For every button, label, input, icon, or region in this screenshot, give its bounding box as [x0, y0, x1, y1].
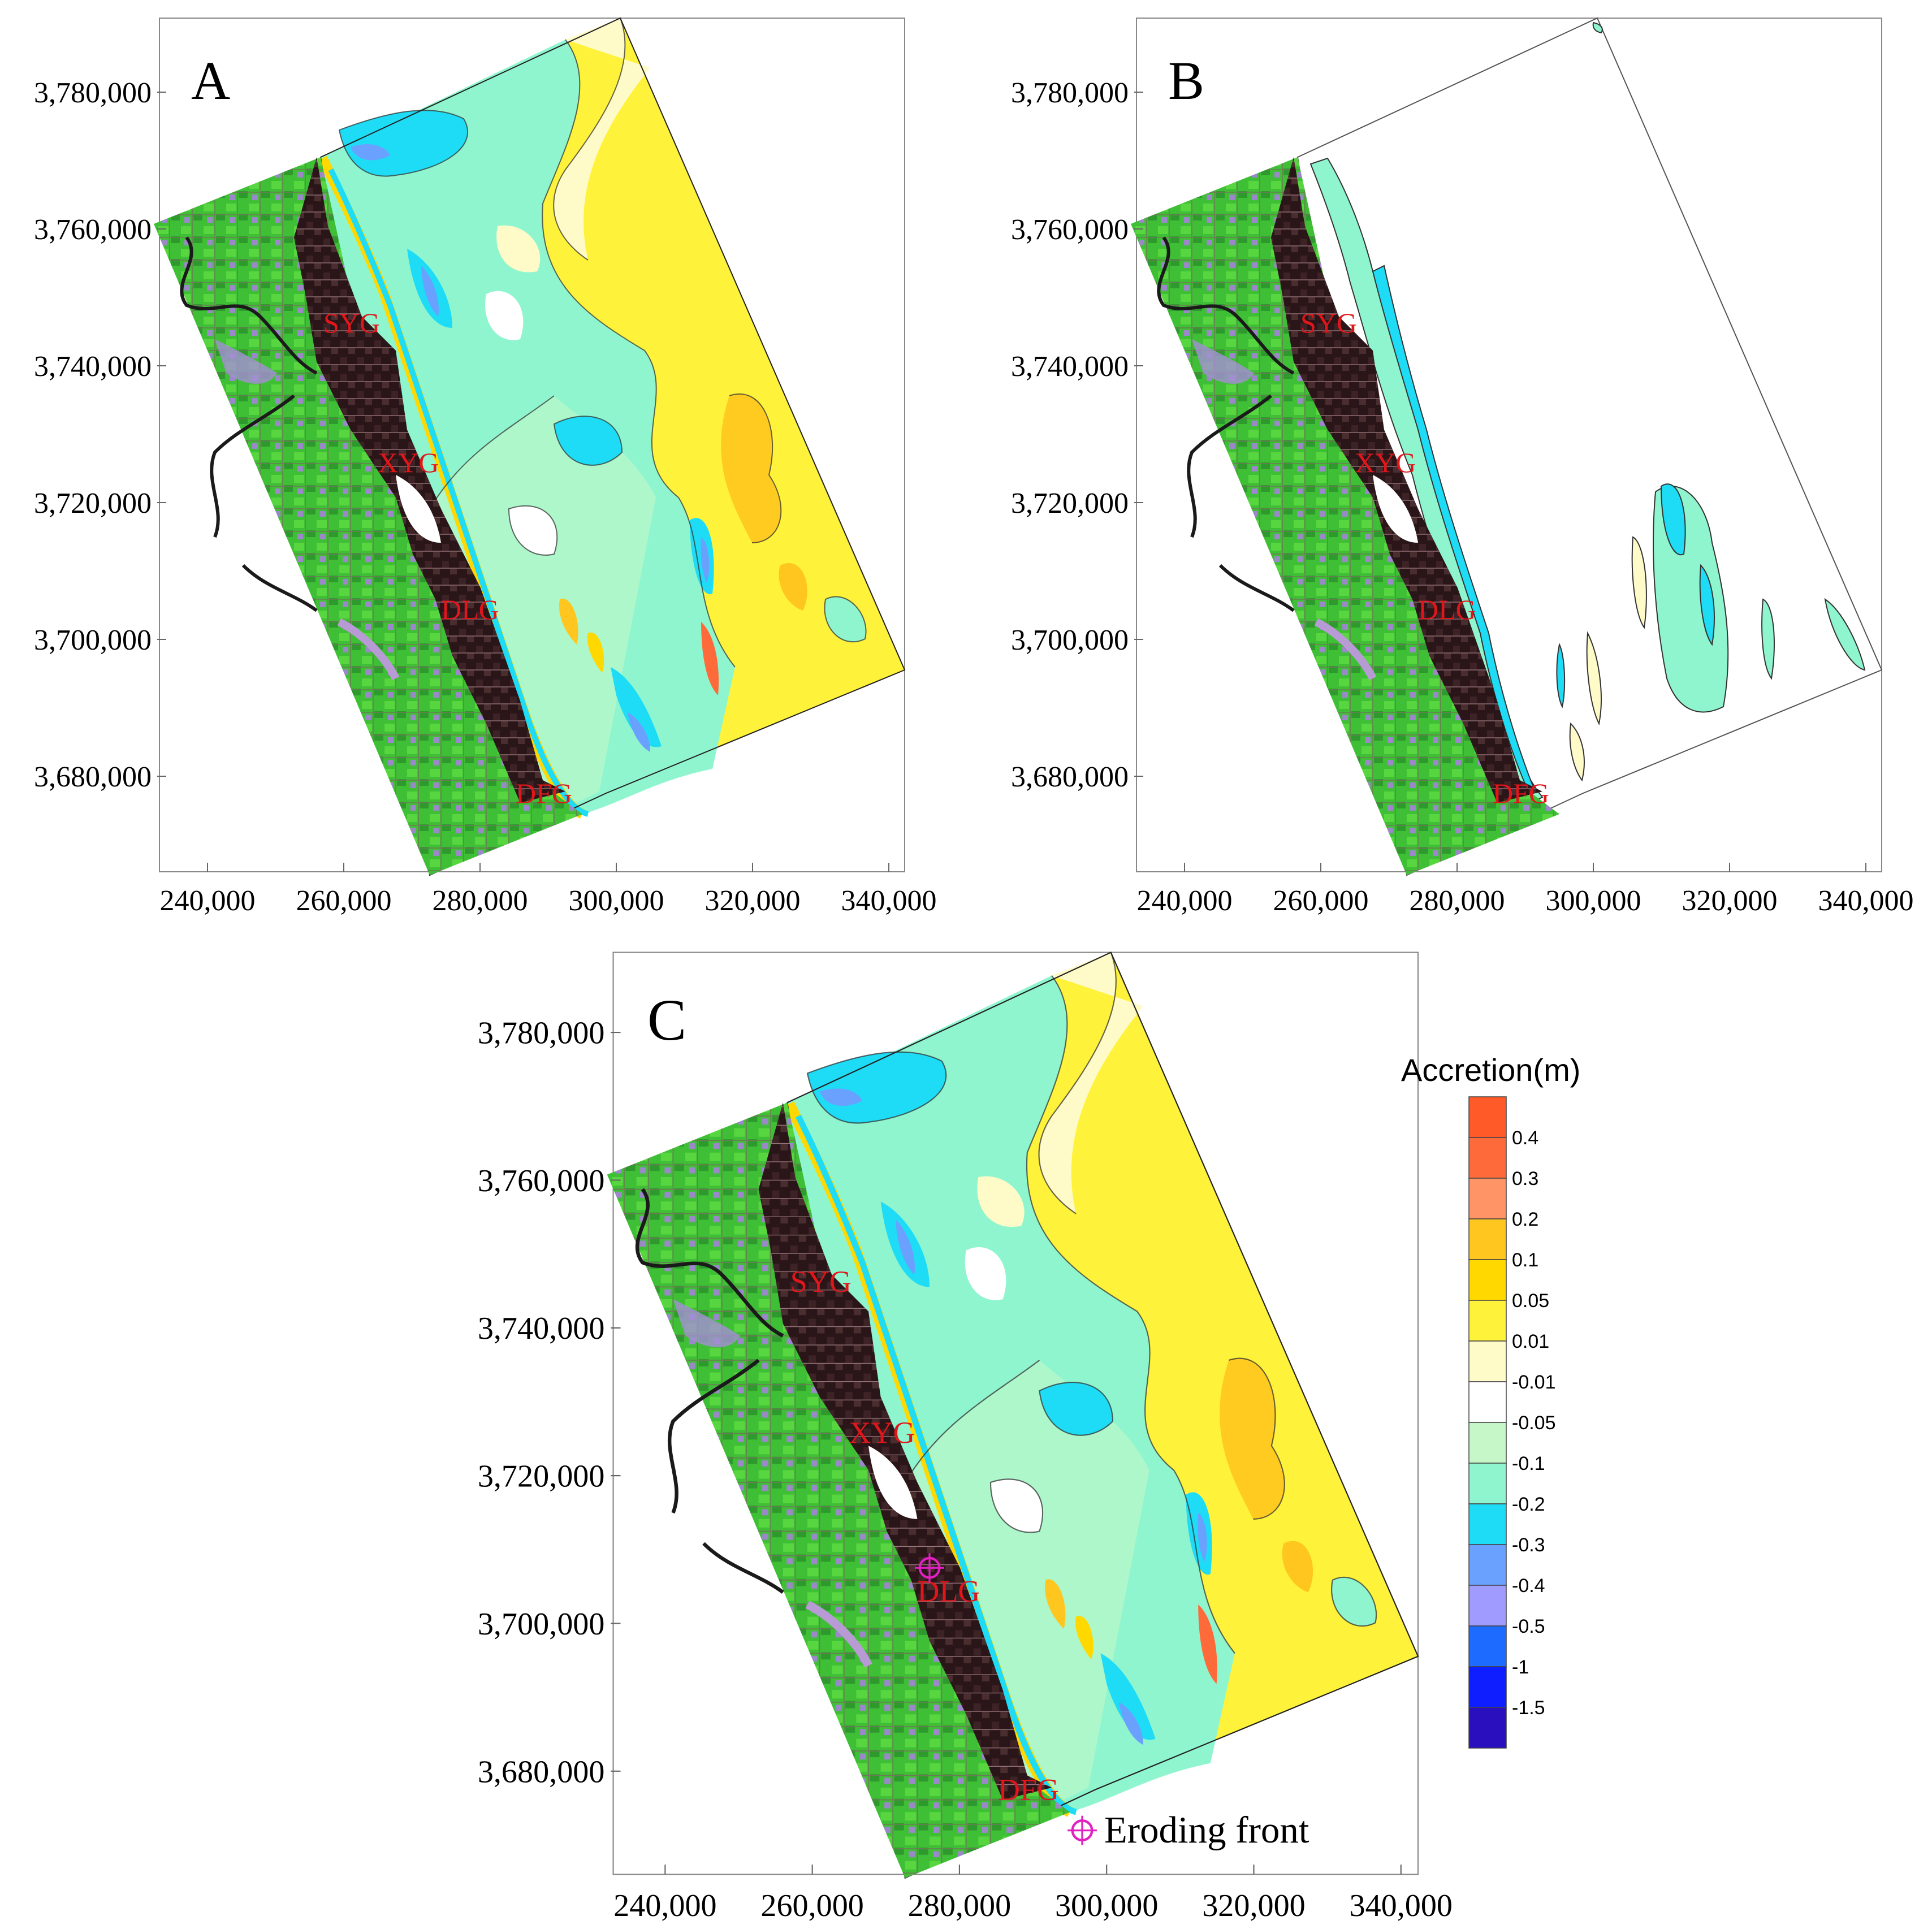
x-tick-label: 340,000: [1818, 885, 1914, 917]
place-label-dlg: DLG: [917, 1575, 980, 1608]
y-tick-label: 3,780,000: [478, 1015, 605, 1050]
place-label-dfg: DFG: [998, 1773, 1059, 1807]
x-tick-label: 280,000: [433, 885, 528, 917]
y-tick-label: 3,760,000: [478, 1164, 605, 1199]
x-tick-label: 320,000: [705, 885, 801, 917]
place-label-syg: SYG: [323, 307, 380, 339]
y-tick-label: 3,720,000: [478, 1459, 605, 1494]
eroding-front-legend: Eroding front: [1067, 1809, 1309, 1851]
legend-swatch: [1468, 1544, 1507, 1586]
legend-tick-label: 0.2: [1512, 1209, 1538, 1230]
legend-tick-label: -0.4: [1512, 1575, 1545, 1597]
x-tick-label: 300,000: [1055, 1888, 1159, 1923]
y-tick-label: 3,740,000: [1011, 351, 1129, 383]
x-tick-label: 240,000: [1137, 885, 1233, 917]
panel-b-y-axis: 3,780,000 3,760,000 3,740,000 3,720,000 3,70…: [1011, 77, 1143, 793]
place-label-syg: SYG: [1300, 307, 1357, 339]
legend-swatch: [1468, 1340, 1507, 1382]
y-tick-label: 3,780,000: [34, 77, 152, 109]
color-legend: Accretion(m) 0.4 0.3 0.2 0.1 0.05 0.01 -0.01 -0…: [1401, 1052, 1580, 1749]
x-tick-label: 340,000: [1350, 1888, 1453, 1923]
x-tick-label: 320,000: [1202, 1888, 1306, 1923]
legend-title: Accretion(m): [1401, 1052, 1580, 1088]
y-tick-label: 3,780,000: [1011, 77, 1129, 109]
x-tick-label: 300,000: [1546, 885, 1641, 917]
legend-swatch: [1468, 1178, 1507, 1219]
y-tick-label: 3,760,000: [1011, 214, 1129, 246]
legend-tick-label: -0.1: [1512, 1453, 1545, 1474]
legend-tick-label: 0.05: [1512, 1290, 1549, 1312]
legend-swatch: [1468, 1259, 1507, 1301]
place-label-xyg: XYG: [849, 1416, 915, 1450]
legend-swatch: [1468, 1625, 1507, 1667]
legend-color-bar: 0.4 0.3 0.2 0.1 0.05 0.01 -0.01 -0.05 -0.1 -0.2 -0…: [1468, 1096, 1556, 1749]
legend-swatch: [1468, 1096, 1507, 1138]
panel-c-x-axis: 240,000 260,000 280,000 300,000 320,000 340,0…: [613, 1865, 1453, 1923]
panel-a-y-axis: 3,780,000 3,760,000 3,740,000 3,720,000 3,70…: [34, 77, 166, 793]
y-tick-label: 3,680,000: [478, 1754, 605, 1789]
legend-tick-label: -0.2: [1512, 1494, 1545, 1515]
legend-swatch: [1468, 1666, 1507, 1708]
x-tick-label: 240,000: [613, 1888, 717, 1923]
panel-a-letter: A: [191, 50, 230, 111]
y-tick-label: 3,740,000: [478, 1311, 605, 1346]
legend-tick-label: 0.3: [1512, 1168, 1538, 1190]
legend-tick-label: -0.5: [1512, 1616, 1545, 1637]
legend-swatch: [1468, 1707, 1507, 1749]
x-tick-label: 300,000: [569, 885, 664, 917]
y-tick-label: 3,680,000: [1011, 761, 1129, 793]
panel-a-x-axis: 240,000 260,000 280,000 300,000 320,000 340,0…: [160, 863, 937, 917]
y-tick-label: 3,760,000: [34, 214, 152, 246]
y-tick-label: 3,700,000: [1011, 624, 1129, 656]
place-label-xyg: XYG: [1355, 447, 1416, 478]
place-label-dfg: DFG: [1493, 777, 1549, 809]
y-tick-label: 3,740,000: [34, 351, 152, 383]
legend-tick-label: 0.4: [1512, 1127, 1538, 1149]
legend-tick-label: -1.5: [1512, 1697, 1545, 1719]
x-tick-label: 260,000: [1273, 885, 1369, 917]
legend-swatch: [1468, 1300, 1507, 1342]
legend-tick-label: 0.1: [1512, 1249, 1538, 1271]
legend-tick-label: -0.05: [1512, 1412, 1556, 1434]
place-label-dlg: DLG: [441, 594, 499, 625]
panel-c-letter: C: [647, 988, 686, 1053]
x-tick-label: 260,000: [296, 885, 392, 917]
panel-b: B 3,780,0003,760,0003,740,0003,720,0003,…: [1011, 18, 1914, 917]
legend-swatch: [1468, 1218, 1507, 1260]
panel-c-y-axis: 3,780,000 3,760,000 3,740,000 3,720,000 3,70…: [478, 1015, 621, 1789]
eroding-front-label: Eroding front: [1104, 1809, 1309, 1851]
y-tick-label: 3,680,000: [34, 761, 152, 793]
legend-tick-label: -1: [1512, 1656, 1529, 1678]
x-tick-label: 240,000: [160, 885, 256, 917]
panel-b-letter: B: [1168, 50, 1204, 111]
y-tick-label: 3,720,000: [1011, 487, 1129, 520]
panel-b-x-axis: 240,000 260,000 280,000 300,000 320,000 340,0…: [1137, 863, 1914, 917]
legend-swatch: [1468, 1137, 1507, 1179]
place-label-dlg: DLG: [1418, 594, 1476, 625]
legend-tick-label: 0.01: [1512, 1331, 1549, 1352]
legend-tick-label: -0.01: [1512, 1372, 1556, 1393]
x-tick-label: 320,000: [1682, 885, 1778, 917]
eroding-front-legend-icon: [1067, 1815, 1097, 1845]
eroding-front-marker: [915, 1553, 944, 1583]
panel-a: A 3,780,0003,760,0003,740,0003,720,0003,…: [34, 18, 937, 917]
x-tick-label: 280,000: [1410, 885, 1505, 917]
legend-swatch: [1468, 1463, 1507, 1504]
place-label-dfg: DFG: [516, 777, 572, 809]
x-tick-label: 280,000: [908, 1888, 1012, 1923]
y-tick-label: 3,700,000: [478, 1607, 605, 1642]
legend-tick-label: -0.3: [1512, 1534, 1545, 1556]
y-tick-label: 3,720,000: [34, 487, 152, 520]
place-label-xyg: XYG: [378, 447, 439, 478]
legend-swatch: [1468, 1381, 1507, 1423]
x-tick-label: 260,000: [760, 1888, 864, 1923]
panel-c: C 3,780,0003,760,0003,740,0003,720,0003,…: [478, 953, 1453, 1923]
legend-swatch: [1468, 1503, 1507, 1545]
legend-swatch: [1468, 1422, 1507, 1464]
legend-swatch: [1468, 1585, 1507, 1627]
place-label-syg: SYG: [790, 1265, 852, 1299]
y-tick-label: 3,700,000: [34, 624, 152, 656]
x-tick-label: 340,000: [841, 885, 937, 917]
